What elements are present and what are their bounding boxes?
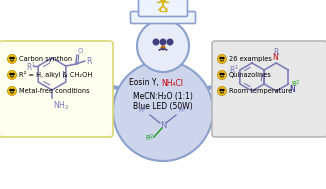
Circle shape: [217, 70, 227, 80]
Circle shape: [220, 89, 221, 91]
Circle shape: [223, 89, 224, 91]
Circle shape: [153, 39, 159, 45]
Circle shape: [113, 61, 213, 161]
Circle shape: [13, 89, 14, 91]
Circle shape: [223, 57, 224, 59]
Circle shape: [159, 0, 167, 1]
Circle shape: [10, 89, 11, 91]
Circle shape: [167, 39, 173, 45]
Text: Carbon synthon: Carbon synthon: [19, 56, 72, 62]
Text: NH₄Cl: NH₄Cl: [161, 78, 183, 88]
Text: Blue LED (50W): Blue LED (50W): [133, 102, 193, 112]
Text: MeCN:H₂O (1:1): MeCN:H₂O (1:1): [133, 91, 193, 101]
Text: NH$_2$: NH$_2$: [53, 100, 69, 112]
Text: 26 examples: 26 examples: [229, 56, 272, 62]
Text: Metal-free conditions: Metal-free conditions: [19, 88, 90, 94]
Circle shape: [13, 73, 14, 75]
Circle shape: [220, 57, 221, 59]
Circle shape: [7, 54, 17, 64]
Text: R$^2$: R$^2$: [145, 133, 155, 145]
Text: R$^1$: R$^1$: [26, 61, 37, 73]
Circle shape: [217, 54, 227, 64]
Circle shape: [223, 73, 224, 75]
Circle shape: [13, 57, 14, 59]
Text: N: N: [160, 121, 166, 129]
Circle shape: [217, 87, 227, 95]
FancyBboxPatch shape: [212, 41, 326, 137]
Text: Room temperature: Room temperature: [229, 88, 292, 94]
Text: O: O: [78, 48, 83, 54]
Text: Eosin Y,: Eosin Y,: [129, 78, 161, 88]
FancyBboxPatch shape: [0, 41, 113, 137]
FancyBboxPatch shape: [130, 12, 196, 23]
Text: R: R: [274, 48, 279, 57]
Circle shape: [7, 87, 17, 95]
Circle shape: [10, 73, 11, 75]
Text: Quinazolines: Quinazolines: [229, 72, 272, 78]
Text: R$^2$: R$^2$: [138, 104, 148, 115]
Text: R² = H, alkyl & CH₂OH: R² = H, alkyl & CH₂OH: [19, 71, 92, 78]
Circle shape: [137, 20, 189, 72]
Circle shape: [220, 73, 221, 75]
Text: R$^2$: R$^2$: [291, 79, 301, 91]
Circle shape: [10, 57, 11, 59]
Circle shape: [7, 70, 17, 80]
Circle shape: [160, 39, 166, 45]
Text: R$^2$: R$^2$: [178, 104, 188, 115]
FancyBboxPatch shape: [139, 0, 187, 16]
Text: R: R: [86, 57, 91, 66]
Text: R$^1$: R$^1$: [229, 64, 239, 76]
Text: N: N: [289, 85, 295, 94]
Text: N: N: [273, 53, 278, 62]
Circle shape: [161, 46, 165, 50]
